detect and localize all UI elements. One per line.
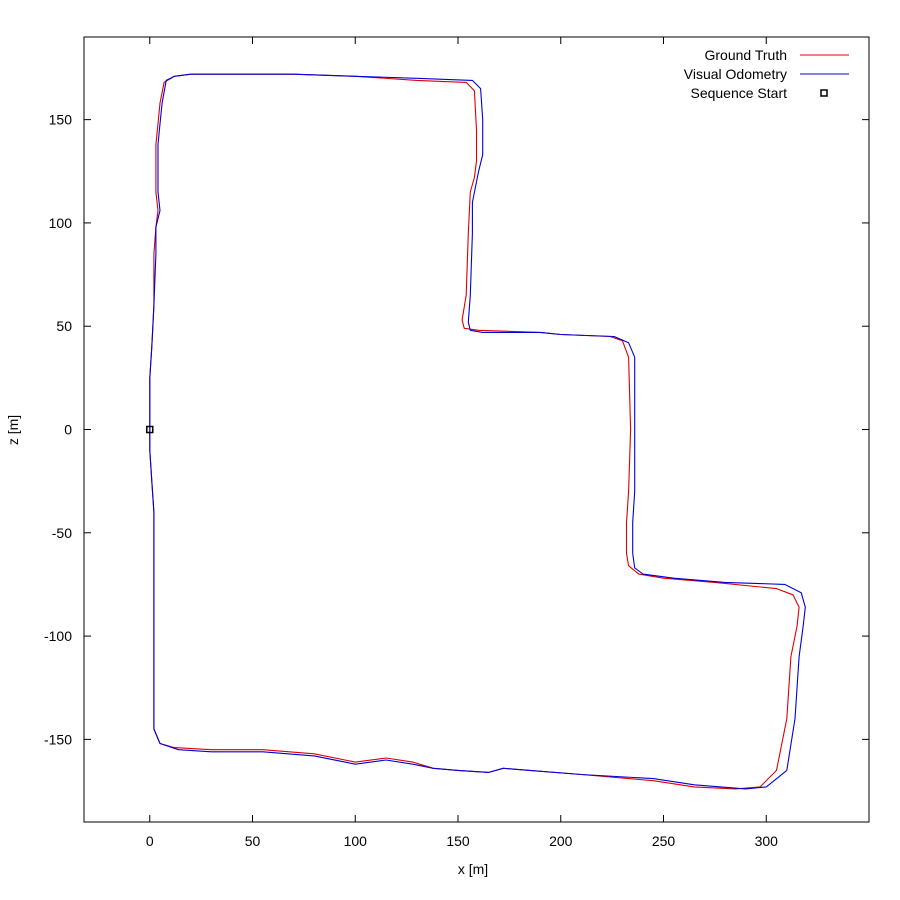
tick-labels: 0 50 100 150 200 250 300 -150 -100 -50 0 50 100 150	[44, 112, 778, 849]
y-tick-label: -100	[44, 628, 72, 644]
visual-odometry-line	[149, 73, 806, 790]
series-layer	[146, 73, 806, 790]
legend-label-visual-odometry: Visual Odometry	[684, 66, 787, 82]
y-tick-label: -150	[44, 731, 72, 747]
sequence-start-marker	[146, 425, 154, 434]
y-axis-label: z [m]	[5, 415, 21, 445]
legend-label-ground-truth: Ground Truth	[705, 47, 788, 63]
x-tick-label: 50	[245, 833, 261, 849]
y-tick-label: 50	[56, 318, 72, 334]
y-tick-label: -50	[52, 525, 72, 541]
legend-swatch-sequence-start	[820, 89, 828, 97]
x-axis-label: x [m]	[458, 861, 488, 877]
y-tick-label: 150	[49, 112, 73, 128]
y-tick-label: 0	[64, 422, 72, 438]
x-tick-label: 300	[755, 833, 779, 849]
x-tick-label: 0	[146, 833, 154, 849]
x-tick-label: 250	[652, 833, 676, 849]
x-tick-label: 150	[446, 833, 470, 849]
legend-label-sequence-start: Sequence Start	[690, 85, 787, 101]
y-tick-label: 100	[49, 215, 73, 231]
x-tick-label: 100	[344, 833, 368, 849]
legend: Ground Truth Visual Odometry Sequence Star…	[684, 47, 849, 101]
axis-ticks	[84, 37, 869, 822]
ground-truth-line	[149, 73, 800, 790]
x-tick-label: 200	[549, 833, 573, 849]
